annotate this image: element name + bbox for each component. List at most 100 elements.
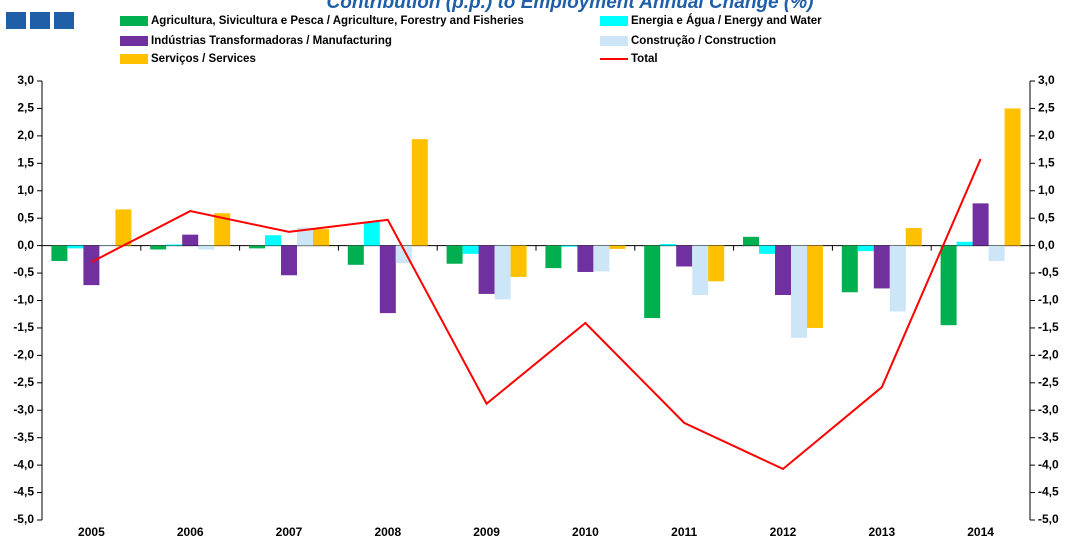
bar (905, 228, 922, 246)
x-tick-label: 2010 (572, 525, 599, 539)
legend-label: Construção / Construction (631, 35, 776, 47)
bar (1004, 108, 1021, 246)
y-tick-label: -0,5 (13, 265, 34, 279)
y-tick-label: -3,0 (13, 402, 34, 416)
legend-label: Total (631, 53, 658, 65)
x-tick-label: 2009 (473, 525, 500, 539)
bar (166, 244, 183, 246)
bar (510, 245, 527, 277)
x-tick-label: 2013 (868, 525, 895, 539)
legend-swatch (600, 16, 628, 26)
y2-tick-label: 3,0 (1038, 73, 1055, 87)
y2-tick-label: 0,5 (1038, 210, 1055, 224)
legend-swatch (120, 36, 148, 46)
bar (182, 234, 199, 246)
total-line (90, 158, 982, 471)
bar (873, 245, 890, 289)
bar (692, 245, 709, 296)
bar (51, 245, 68, 261)
y-tick-label: 1,5 (17, 155, 34, 169)
bar (446, 245, 463, 264)
y2-tick-label: -0,5 (1038, 265, 1059, 279)
bar (708, 245, 725, 282)
y2-tick-label: -2,5 (1038, 375, 1059, 389)
legend-swatch (600, 36, 628, 46)
bar (609, 245, 626, 249)
bar (379, 245, 396, 314)
bar (577, 245, 594, 272)
x-tick-label: 2012 (770, 525, 797, 539)
y-tick-label: -1,5 (13, 320, 34, 334)
y-tick-label: -2,5 (13, 375, 34, 389)
chart-title: Contribution (p.p.) to Employment Annual… (327, 0, 814, 13)
bar (462, 245, 479, 254)
y2-tick-label: -5,0 (1038, 512, 1059, 526)
bar (281, 245, 297, 276)
legend: Agricultura, Sivicultura e Pesca / Agric… (120, 14, 822, 65)
y-tick-label: 0,5 (17, 210, 34, 224)
legend-label: Energia e Água / Energy and Water (631, 14, 822, 27)
bar (150, 245, 167, 250)
bar (807, 245, 823, 328)
legend-label: Indústrias Transformadoras / Manufacturi… (151, 35, 392, 47)
bar (988, 245, 1005, 261)
legend-swatch (120, 54, 148, 64)
y2-tick-label: 0,0 (1038, 238, 1055, 252)
legend-label: Agricultura, Sivicultura e Pesca / Agric… (151, 15, 524, 27)
bar (676, 245, 693, 267)
bar (313, 229, 329, 246)
bar (478, 245, 495, 294)
bar (115, 209, 132, 246)
bar (214, 213, 231, 246)
bar (759, 245, 775, 254)
y2-tick-label: 2,0 (1038, 128, 1055, 142)
y-tick-label: -2,0 (13, 348, 34, 362)
legend-label: Serviços / Services (151, 53, 256, 65)
bar (972, 203, 989, 246)
y-tick-label: -4,5 (13, 485, 34, 499)
bar (198, 245, 215, 250)
bar (494, 245, 511, 300)
y2-tick-label: -1,5 (1038, 320, 1059, 334)
y2-tick-label: -4,0 (1038, 457, 1059, 471)
legend-swatch (120, 16, 148, 26)
y2-tick-label: 1,5 (1038, 155, 1055, 169)
y2-tick-label: -4,5 (1038, 485, 1059, 499)
y2-tick-label: -2,0 (1038, 348, 1059, 362)
bar (644, 245, 661, 319)
y-tick-label: 1,0 (17, 183, 34, 197)
bar (889, 245, 906, 312)
y-tick-label: 0,0 (17, 238, 34, 252)
bar (67, 245, 84, 249)
y-tick-label: -5,0 (13, 512, 34, 526)
y2-tick-label: 2,5 (1038, 101, 1055, 115)
y-tick-label: -1,0 (13, 293, 34, 307)
x-tick-label: 2006 (177, 525, 204, 539)
bar (265, 235, 281, 246)
bar (857, 245, 874, 252)
bar (99, 245, 116, 247)
logo-block (54, 12, 74, 29)
y2-tick-label: -1,0 (1038, 293, 1059, 307)
bar (561, 245, 578, 247)
logo-block (6, 12, 26, 29)
bar (83, 245, 100, 286)
y-tick-label: -4,0 (13, 457, 34, 471)
bar (775, 245, 791, 296)
bar (956, 241, 973, 246)
bar (743, 236, 759, 246)
y2-tick-label: 1,0 (1038, 183, 1055, 197)
y-tick-label: 3,0 (17, 73, 34, 87)
bar (791, 245, 807, 338)
bar (841, 245, 858, 293)
logo-block (30, 12, 50, 29)
bar (347, 245, 364, 265)
bar (940, 245, 957, 326)
x-tick-label: 2011 (671, 525, 697, 539)
y2-tick-label: -3,5 (1038, 430, 1059, 444)
x-tick-label: 2014 (967, 525, 994, 539)
bar (297, 227, 313, 246)
bar (411, 139, 428, 246)
y-tick-label: 2,0 (17, 128, 34, 142)
